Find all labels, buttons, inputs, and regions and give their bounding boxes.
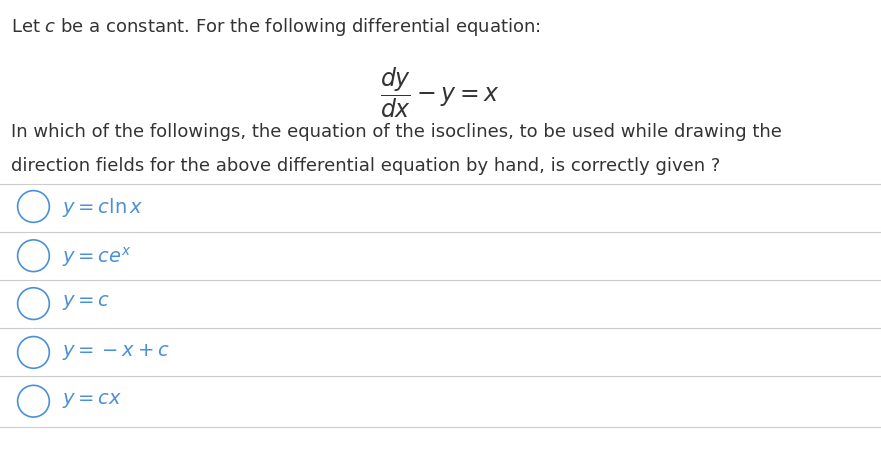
Text: $\dfrac{dy}{dx} - y = x$: $\dfrac{dy}{dx} - y = x$ <box>381 66 500 120</box>
Text: $y = -x + c$: $y = -x + c$ <box>62 341 169 361</box>
Text: direction fields for the above differential equation by hand, is correctly given: direction fields for the above different… <box>11 157 721 175</box>
Text: $y = ce^{x}$: $y = ce^{x}$ <box>62 245 131 269</box>
Text: Let $c$ be a constant. For the following differential equation:: Let $c$ be a constant. For the following… <box>11 16 541 38</box>
Text: In which of the followings, the equation of the isoclines, to be used while draw: In which of the followings, the equation… <box>11 123 782 141</box>
Text: $y = cx$: $y = cx$ <box>62 390 122 409</box>
Text: $y = c$: $y = c$ <box>62 293 110 312</box>
Text: $y = c\ln x$: $y = c\ln x$ <box>62 196 143 218</box>
